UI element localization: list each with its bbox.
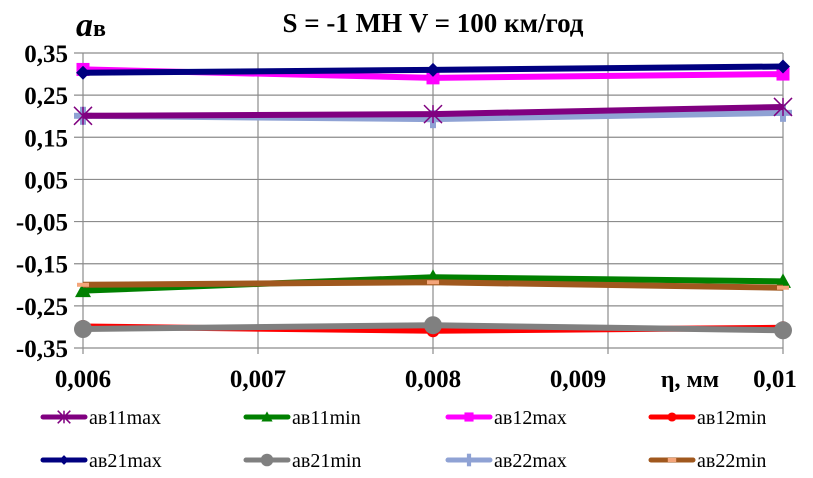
chart-title: S = -1 МН V = 100 км/год xyxy=(283,8,584,38)
y-tick-label: 0,05 xyxy=(24,167,68,194)
series-ав21min xyxy=(74,316,792,340)
y-axis-label: ав xyxy=(76,7,106,44)
x-tick-label: 0,008 xyxy=(405,366,461,393)
y-tick-labels: 0,35 0,25 0,15 0,05 -0,05 -0,15 -0,25 -0,35 xyxy=(16,41,68,363)
legend-label: ав22max xyxy=(494,450,567,472)
y-axis-label-main: а xyxy=(76,7,93,44)
series-ав21max xyxy=(76,59,790,80)
data-point-square xyxy=(426,71,440,85)
legend-label: ав21max xyxy=(89,450,162,472)
y-tick-label: -0,25 xyxy=(16,294,68,321)
data-point-circle xyxy=(74,320,92,339)
legend-label: ав12max xyxy=(494,407,567,429)
y-tick-label: 0,15 xyxy=(24,125,68,152)
x-tick-label: 0,01 xyxy=(753,366,797,393)
data-point-triangle xyxy=(775,273,791,288)
y-tick-label: 0,35 xyxy=(24,41,68,68)
marker-triangle xyxy=(261,411,273,422)
marker-diamond xyxy=(59,455,69,465)
legend: ав11max ав11min ав12max ав12min ав21max ав21m… xyxy=(40,407,766,472)
data-point-dash xyxy=(427,280,439,285)
data-point-circle xyxy=(774,321,792,340)
legend-label: ав22min xyxy=(697,450,766,472)
series-lines xyxy=(73,59,793,340)
marker-dash xyxy=(667,458,677,462)
legend-item: ав22max xyxy=(445,450,567,472)
legend-label: ав11max xyxy=(89,407,161,429)
legend-label: ав21min xyxy=(292,450,361,472)
marker-star xyxy=(57,410,71,424)
y-tick-label: 0,25 xyxy=(24,83,68,110)
data-point-circle xyxy=(424,316,442,335)
data-point-diamond xyxy=(776,59,790,74)
legend-item: ав21min xyxy=(243,450,361,472)
series-ав11max xyxy=(73,97,793,126)
y-tick-label: -0,15 xyxy=(16,252,68,279)
y-tick-label: -0,05 xyxy=(16,210,68,237)
legend-item: ав11min xyxy=(243,407,361,429)
legend-item: ав22min xyxy=(648,450,766,472)
marker-plus xyxy=(462,453,476,467)
marker-square xyxy=(464,412,474,422)
marker-circle xyxy=(260,453,274,467)
data-point-star xyxy=(423,104,443,124)
marker-circle xyxy=(667,412,677,422)
data-point-star xyxy=(773,97,793,117)
y-axis-label-sub: в xyxy=(93,16,106,42)
legend-item: ав12max xyxy=(445,407,567,429)
legend-label: ав12min xyxy=(697,407,766,429)
legend-item: ав11max xyxy=(40,407,161,429)
data-point-diamond xyxy=(426,62,440,77)
data-point-dash xyxy=(777,285,789,290)
x-tick-label: 0,007 xyxy=(230,366,286,393)
legend-item: ав21max xyxy=(40,450,162,472)
x-axis-label: η, мм xyxy=(661,367,719,393)
data-point-square xyxy=(776,67,790,81)
x-tick-label: 0,006 xyxy=(55,366,111,393)
legend-label: ав11min xyxy=(292,407,361,429)
legend-item: ав12min xyxy=(648,407,766,429)
data-point-triangle xyxy=(75,282,91,298)
data-point-dash xyxy=(77,282,89,287)
data-point-star xyxy=(73,106,93,126)
x-tick-label: 0,009 xyxy=(550,366,606,393)
data-point-diamond xyxy=(76,65,90,80)
gridlines xyxy=(74,52,784,354)
x-tick-labels: 0,006 0,007 0,008 0,009 0,01 xyxy=(55,366,797,393)
y-tick-label: -0,35 xyxy=(16,336,68,363)
series-ав22min xyxy=(77,279,789,291)
